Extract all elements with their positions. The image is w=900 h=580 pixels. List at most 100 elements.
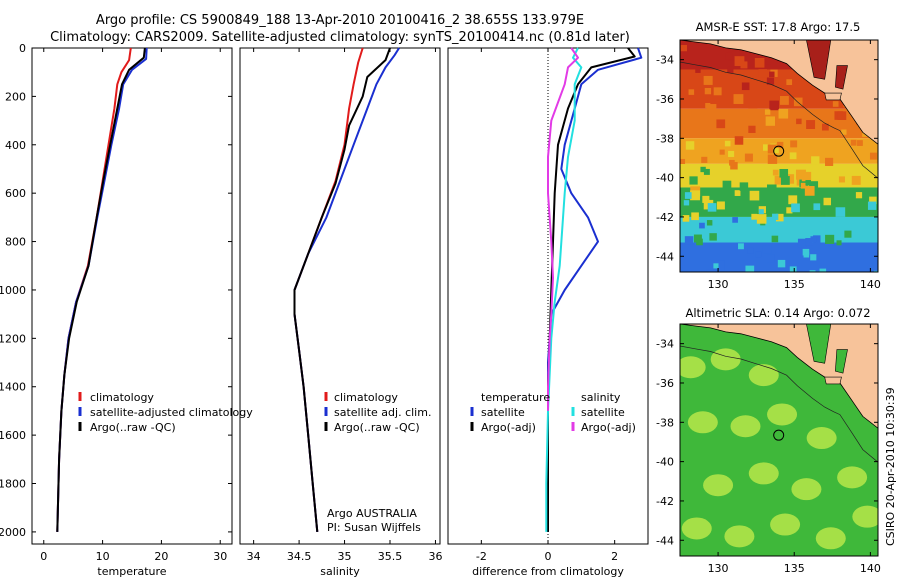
sst-map-title: AMSR-E SST: 17.8 Argo: 17.5 <box>695 20 861 34</box>
sst-pixel <box>765 58 771 65</box>
lat-tick-label: -38 <box>656 132 674 145</box>
depth-tick-label: 600 <box>5 187 26 200</box>
sst-pixel <box>809 181 819 191</box>
sst-pixel <box>869 152 877 160</box>
sst-pixel <box>719 149 725 155</box>
lat-tick-label: -38 <box>656 416 674 429</box>
sst-pixel <box>872 252 878 259</box>
sst-pixel <box>772 169 779 176</box>
lon-tick-label: 130 <box>708 278 729 291</box>
sla-highlight <box>687 411 718 434</box>
sst-pixel <box>791 203 800 213</box>
coastline <box>680 40 878 145</box>
gulf-st-vincent <box>835 349 848 374</box>
sst-pixel <box>810 254 817 261</box>
x-tick-label: 34.5 <box>287 550 312 563</box>
sst-pixel <box>777 141 784 149</box>
spencer-gulf <box>806 40 832 80</box>
sst-pixel <box>801 171 812 182</box>
sst-pixel <box>751 213 758 220</box>
sla-highlight <box>681 517 712 540</box>
sst-pixel <box>738 243 744 250</box>
lat-tick-label: -44 <box>656 534 674 547</box>
sst-pixel <box>707 203 717 212</box>
depth-tick-label: 0 <box>19 42 26 55</box>
sst-pixel <box>797 238 807 248</box>
sst-pixel <box>709 233 717 241</box>
sst-pixel <box>841 129 847 135</box>
sst-pixel <box>867 201 877 210</box>
shelf-contour <box>680 61 878 179</box>
sst-pixel <box>754 57 765 68</box>
sst-pixel <box>832 101 839 107</box>
sla-map-title: Altimetric SLA: 0.14 Argo: 0.072 <box>685 306 871 320</box>
lon-tick-label: 140 <box>860 278 881 291</box>
sst-pixel <box>734 190 741 196</box>
sst-pixel <box>691 212 699 221</box>
lon-tick-label: 130 <box>708 562 729 575</box>
sst-pixel <box>819 268 827 272</box>
depth-tick-label: 800 <box>5 236 26 249</box>
sla-highlight <box>710 348 741 371</box>
sst-pixel <box>733 94 744 104</box>
sst-pixel <box>730 162 738 170</box>
sst-pixel <box>779 168 789 178</box>
sst-pixel <box>813 235 821 243</box>
sst-pixel <box>684 192 692 199</box>
australia-land <box>680 324 878 429</box>
legend-label: Argo(-adj) <box>481 421 536 434</box>
depth-tick-label: 200 <box>5 90 26 103</box>
sst-pixel <box>772 213 779 220</box>
series-line-satellite <box>547 47 643 532</box>
legend-label: Argo(..raw -QC) <box>334 421 420 434</box>
sst-pixel <box>724 140 731 147</box>
sst-pixel <box>805 238 813 246</box>
sst-pixel <box>837 111 847 120</box>
sst-pixel <box>813 203 821 211</box>
sst-pixel <box>762 245 772 254</box>
sla-highlight <box>748 364 779 387</box>
spencer-gulf <box>806 324 832 364</box>
sst-pixel <box>716 201 725 210</box>
sst-pixel <box>748 125 756 133</box>
x-tick-label: 36 <box>428 550 442 563</box>
sst-pixel <box>729 159 735 166</box>
sst-pixel <box>804 186 815 196</box>
sst-pixel <box>703 75 713 85</box>
sst-pixel <box>812 271 821 272</box>
depth-tick-label: 2000 <box>0 526 26 539</box>
sst-pixel <box>786 207 793 214</box>
sst-pixel <box>688 89 695 95</box>
sst-pixel <box>775 213 784 222</box>
figure-title-line2: Climatology: CARS2009. Satellite-adjuste… <box>50 30 630 45</box>
sst-pixel <box>774 175 784 185</box>
depth-tick-label: 1000 <box>0 284 26 297</box>
temperature-panel-frame <box>31 47 233 545</box>
sst-pixel <box>764 109 771 115</box>
sst-pixel <box>765 116 776 126</box>
sst-pixel <box>699 222 705 229</box>
series-line-magenta <box>547 47 579 411</box>
sst-pixel <box>695 67 701 73</box>
sst-pixel <box>825 157 834 166</box>
sst-pixel <box>850 139 857 146</box>
sla-highlight <box>724 525 755 548</box>
lat-tick-label: -36 <box>656 377 674 390</box>
series-line-argo <box>293 47 391 532</box>
sst-pixel <box>689 176 698 185</box>
sst-pixel <box>700 166 706 173</box>
sst-pixel <box>732 217 738 223</box>
x-tick-label: 35 <box>338 550 352 563</box>
sla-highlight <box>815 527 846 550</box>
float-credit-annotation: PI: Susan Wijffels <box>327 521 421 534</box>
sst-pixel <box>728 150 735 157</box>
sst-pixel <box>680 158 686 164</box>
sst-pixel <box>844 230 852 238</box>
x-axis-label: temperature <box>97 565 166 578</box>
legend-label: satellite-adjusted climatology <box>90 406 253 419</box>
sst-pixel <box>851 175 861 185</box>
sst-pixel <box>873 270 878 272</box>
sst-pixel <box>758 209 764 215</box>
sst-pixel <box>763 144 770 151</box>
argo-float-marker <box>773 145 785 157</box>
